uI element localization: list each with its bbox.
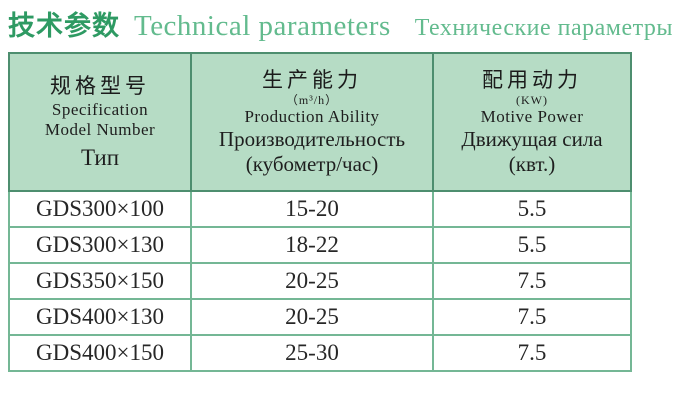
model-cell: GDS300×130 [8,226,192,264]
power-cell: 7.5 [432,298,632,336]
header-col1-chinese: 规格型号 [50,74,150,98]
technical-parameters-table: 规格型号 Specification Model Number Тип 生产能力… [8,52,632,372]
table-row: GDS400×130 20-25 7.5 [8,298,632,336]
model-cell: GDS400×130 [8,298,192,336]
header-col3-unit: (KW) [516,93,548,107]
capacity-cell: 18-22 [190,226,434,264]
power-cell: 5.5 [432,190,632,228]
capacity-cell: 20-25 [190,262,434,300]
capacity-cell: 15-20 [190,190,434,228]
power-cell: 5.5 [432,226,632,264]
title-russian: Технические параметры [414,15,674,41]
header-production-ability: 生产能力 （m³/h） Production Ability Производи… [190,52,434,192]
capacity-cell: 25-30 [190,334,434,372]
title-english: Technical parameters [134,10,391,42]
header-col3-english: Motive Power [480,107,584,126]
power-cell: 7.5 [432,334,632,372]
capacity-cell: 20-25 [190,298,434,336]
model-cell: GDS350×150 [8,262,192,300]
table-row: GDS400×150 25-30 7.5 [8,334,632,372]
header-motive-power: 配用动力 (KW) Motive Power Движущая сила (кв… [432,52,632,192]
header-specification-model: 规格型号 Specification Model Number Тип [8,52,192,192]
header-col2-russian-line2: (кубометр/час) [245,152,379,176]
table-row: GDS350×150 20-25 7.5 [8,262,632,300]
power-cell: 7.5 [432,262,632,300]
page-title: 技术参数 Technical parameters Технические па… [8,4,673,43]
title-chinese: 技术参数 [8,11,120,42]
model-cell: GDS400×150 [8,334,192,372]
header-col1-russian: Тип [80,145,120,170]
table-header-row: 规格型号 Specification Model Number Тип 生产能力… [8,52,632,192]
table-row: GDS300×100 15-20 5.5 [8,190,632,228]
header-col2-english: Production Ability [244,107,380,126]
table-row: GDS300×130 18-22 5.5 [8,226,632,264]
header-col2-russian-line1: Производительность [218,127,406,151]
header-col2-unit: （m³/h） [285,93,339,107]
header-col3-chinese: 配用动力 [482,68,582,92]
header-col1-english-line1: Specification [51,100,149,119]
header-col3-russian-line1: Движущая сила [461,127,603,151]
header-col1-english-line2: Model Number [44,120,156,139]
header-col2-chinese: 生产能力 [262,68,362,92]
model-cell: GDS300×100 [8,190,192,228]
header-col3-russian-line2: (квт.) [508,152,556,176]
